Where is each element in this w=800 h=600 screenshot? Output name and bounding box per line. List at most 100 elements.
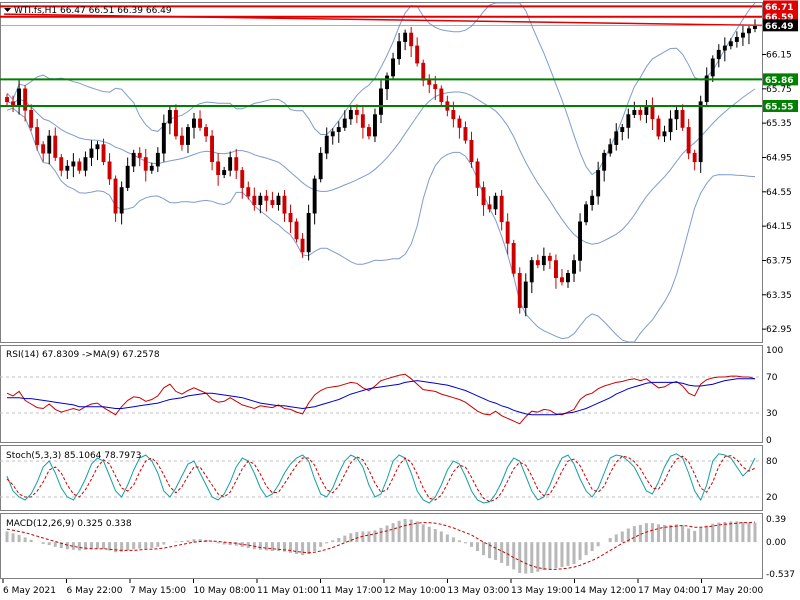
candle — [77, 161, 82, 171]
candle — [174, 110, 178, 137]
candle — [330, 131, 335, 137]
price-panel[interactable] — [0, 2, 763, 343]
price-tick-label: 65.75 — [766, 85, 792, 95]
stoch-panel[interactable] — [0, 445, 763, 511]
support-price-label: 65.86 — [765, 76, 793, 86]
candle — [354, 110, 359, 115]
time-tick-label: 11 May 17:00 — [321, 586, 383, 596]
time-tick-label: 12 May 10:00 — [384, 586, 446, 596]
symbol-info: WTI.fs,H1 66.47 66.51 66.39 66.49 — [14, 6, 172, 16]
candle — [95, 144, 100, 150]
price-tick-label: 63.35 — [766, 291, 792, 301]
candle — [348, 110, 353, 120]
price-axis: 66.15 65.75 65.35 64.95 64.55 64.15 63.75 63.35… — [762, 50, 795, 580]
candle — [511, 243, 516, 274]
time-tick-label: 6 May 22:00 — [67, 586, 123, 596]
rsi-tick-label: 30 — [766, 409, 778, 419]
candle — [180, 135, 184, 145]
candle — [493, 195, 498, 210]
candle — [276, 195, 281, 206]
time-tick-label: 6 May 2021 — [3, 586, 56, 596]
stoch-main-line — [6, 453, 756, 504]
candle — [252, 195, 257, 206]
candle — [366, 127, 371, 137]
price-tick-label: 63.75 — [766, 256, 792, 266]
candle — [318, 152, 323, 180]
candle — [421, 62, 426, 81]
candle — [541, 255, 546, 266]
candle — [65, 165, 70, 171]
candle — [487, 204, 492, 210]
candle — [378, 88, 383, 115]
time-tick-label: 17 May 04:00 — [638, 586, 700, 596]
candle — [529, 260, 534, 283]
candle — [716, 49, 721, 60]
support-price-tag — [763, 73, 798, 86]
candle — [740, 32, 745, 38]
candle — [71, 161, 76, 167]
candle — [572, 260, 577, 274]
candle — [143, 157, 148, 171]
candle — [620, 127, 625, 133]
stoch-label: Stoch(5,3,3) 85.1064 78.7973 — [6, 451, 141, 461]
candle — [644, 105, 649, 115]
candle — [650, 105, 655, 120]
candle — [342, 118, 347, 128]
candle — [698, 101, 703, 163]
candle — [481, 187, 486, 206]
candle — [258, 195, 263, 206]
candle — [427, 79, 432, 85]
candle — [125, 165, 130, 188]
dropdown-arrow-icon[interactable] — [4, 8, 11, 12]
rsi-panel[interactable] — [0, 345, 763, 443]
candle — [288, 213, 293, 223]
price-tick-label: 64.55 — [766, 188, 792, 198]
candle — [131, 152, 136, 167]
candle — [746, 28, 751, 34]
candle — [29, 110, 34, 128]
candle — [469, 140, 474, 163]
candle — [584, 204, 589, 223]
candle — [167, 110, 172, 124]
candle — [475, 161, 480, 188]
candle — [324, 135, 329, 154]
candle — [264, 195, 269, 201]
candle — [734, 36, 739, 42]
candle — [89, 148, 94, 158]
candle — [107, 161, 112, 180]
candle — [433, 84, 438, 90]
time-tick-label: 7 May 15:00 — [130, 586, 186, 596]
macd-label: MACD(12,26,9) 0.325 0.338 — [6, 519, 132, 529]
candle — [559, 277, 564, 283]
candle — [391, 58, 395, 77]
candle — [204, 127, 208, 137]
time-tick-label: 11 May 01:00 — [257, 586, 319, 596]
candle — [17, 88, 21, 107]
candle — [149, 165, 154, 171]
current-price-tag — [763, 19, 798, 32]
current-price-label: 66.49 — [765, 22, 793, 32]
candle — [686, 127, 691, 154]
candle — [119, 187, 124, 214]
candle — [505, 221, 510, 244]
rsi-lines — [0, 373, 762, 425]
candle — [668, 118, 673, 133]
candle — [336, 127, 341, 133]
candle — [662, 131, 667, 137]
candle — [300, 238, 305, 253]
candle — [216, 161, 221, 176]
stoch-tick-label: 80 — [766, 457, 778, 467]
rsi-tick-label: 100 — [766, 346, 783, 356]
candle — [680, 110, 685, 128]
candle — [372, 114, 377, 137]
candle — [632, 110, 637, 115]
candle — [403, 32, 408, 42]
candle — [626, 114, 631, 128]
support-price-tag — [763, 99, 798, 112]
candle — [397, 41, 401, 60]
rsi-label: RSI(14) 67.8309 ->MA(9) 67.2578 — [6, 350, 160, 360]
candle — [155, 152, 160, 167]
candle — [385, 75, 389, 90]
